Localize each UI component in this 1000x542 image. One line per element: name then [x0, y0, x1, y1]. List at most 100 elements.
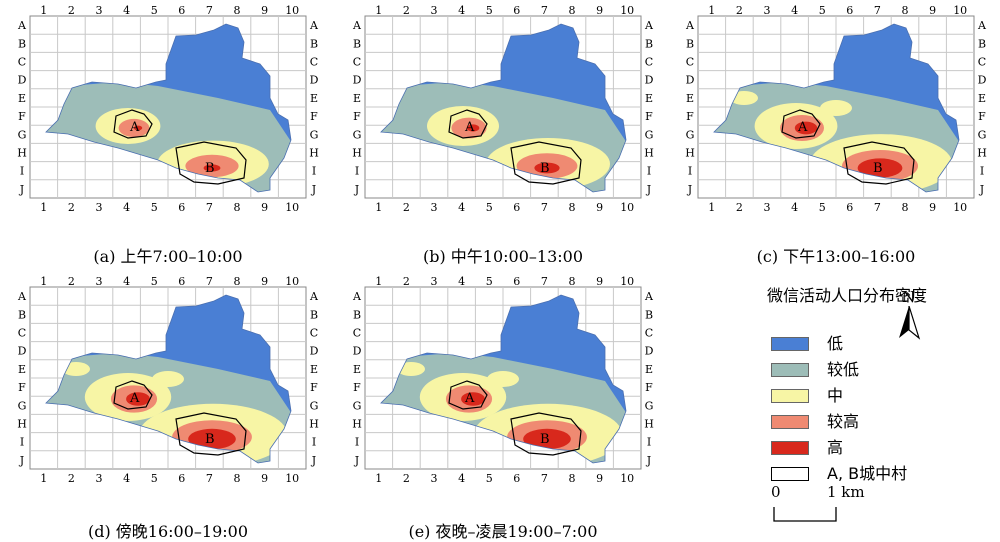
- grid-row-label: I: [312, 165, 316, 178]
- grid-col-label: 1: [708, 201, 715, 214]
- village-b-outline: [175, 141, 247, 185]
- map-panel-c: A B 1 1 2 2 3 3 4 4 5 5 6 6 7 7 8 8 9 9 10 10 A A B B C C D D E E F F G G H H…: [676, 2, 996, 214]
- grid-row-label: F: [310, 381, 318, 394]
- grid-row-label: J: [979, 183, 984, 196]
- north-label: N: [902, 288, 916, 306]
- grid-col-label: 9: [261, 472, 268, 485]
- density-high-b: [534, 162, 560, 174]
- legend-swatch-low: [771, 337, 809, 351]
- grid-col-label: 3: [96, 4, 103, 17]
- grid-row-label: J: [311, 183, 316, 196]
- grid-col-label: 8: [569, 201, 576, 214]
- grid-row-label: I: [312, 436, 316, 449]
- village-a-label: A: [129, 120, 140, 135]
- grid-col-label: 10: [620, 4, 634, 17]
- district-outline: [45, 23, 292, 193]
- village-a-label: A: [464, 391, 475, 406]
- grid-row-label: G: [18, 128, 27, 141]
- legend-label-high: 高: [827, 438, 844, 457]
- grid-row-label: E: [310, 363, 318, 376]
- legend-swatch-lower: [771, 363, 809, 377]
- density-layers: [46, 24, 291, 192]
- grid-row-label: C: [18, 327, 26, 340]
- grid-col-label: 7: [541, 472, 548, 485]
- grid-row-label: F: [645, 381, 653, 394]
- caption-panel-c: (c) 下午13:00–16:00: [756, 247, 916, 266]
- grid-row-label: E: [310, 92, 318, 105]
- grid-row-label: F: [18, 381, 26, 394]
- grid-row-label: D: [18, 345, 27, 358]
- grid-row-label: I: [647, 165, 651, 178]
- village-a-outline: [113, 109, 153, 139]
- density-medium-patch: [487, 371, 519, 387]
- grid-col-label: 3: [96, 275, 103, 288]
- grid-row-label: F: [686, 110, 694, 123]
- grid-col-label: 3: [764, 201, 771, 214]
- grid-row-label: J: [646, 183, 651, 196]
- village-b-label: B: [205, 432, 215, 447]
- grid-row-label: J: [687, 183, 692, 196]
- grid-col-label: 3: [764, 4, 771, 17]
- grid-col-label: 4: [458, 275, 465, 288]
- grid-row-label: G: [645, 128, 654, 141]
- grid-row-label: A: [17, 19, 27, 32]
- grid-row-label: J: [311, 454, 316, 467]
- grid-row-label: H: [685, 147, 695, 160]
- grid-row-label: G: [310, 399, 319, 412]
- grid-col-label: 4: [458, 472, 465, 485]
- grid-col-label: 2: [403, 275, 410, 288]
- legend-label-low: 低: [827, 334, 844, 353]
- grid-col-label: 8: [234, 4, 241, 17]
- grid-row-label: F: [645, 110, 653, 123]
- grid-col-label: 6: [513, 275, 520, 288]
- caption-panel-e: (e) 夜晚–凌晨19:00–7:00: [408, 522, 598, 541]
- grid-row-label: E: [18, 92, 26, 105]
- grid-col-label: 9: [929, 4, 936, 17]
- grid-col-label: 4: [458, 4, 465, 17]
- grid-col-label: 9: [261, 275, 268, 288]
- grid-col-label: 1: [40, 201, 47, 214]
- grid-row-label: F: [353, 381, 361, 394]
- scale-bar-line: [773, 507, 837, 522]
- grid-row-label: C: [645, 327, 653, 340]
- grid-col-label: 3: [96, 201, 103, 214]
- grid-col-label: 1: [40, 4, 47, 17]
- map-panel-b: A B 1 1 2 2 3 3 4 4 5 5 6 6 7 7 8 8 9 9 10 10 A A B B C C D D E E F F G G H H…: [343, 2, 663, 214]
- grid-row-label: I: [355, 436, 359, 449]
- grid-col-label: 8: [234, 201, 241, 214]
- grid-row-label: I: [20, 165, 24, 178]
- density-high-a: [133, 125, 143, 131]
- map-panel-e: A B 1 1 2 2 3 3 4 4 5 5 6 6 7 7 8 8 9 9 10 10 A A B B C C D D E E F F G G H H…: [343, 273, 663, 485]
- grid-col-label: 7: [541, 275, 548, 288]
- grid-col-label: 6: [846, 201, 853, 214]
- grid-col-label: 10: [285, 275, 299, 288]
- grid-col-label: 10: [620, 201, 634, 214]
- legend: 微信活动人口分布密度 低 较低 中 较高 高 A, B城中村: [757, 285, 997, 525]
- grid-row-label: H: [309, 418, 319, 431]
- grid-row-label: F: [310, 110, 318, 123]
- legend-swatch-village: [771, 467, 809, 481]
- grid-col-label: 1: [375, 275, 382, 288]
- grid-row-label: C: [18, 56, 26, 69]
- grid-row-label: B: [353, 308, 361, 321]
- grid-col-label: 7: [541, 4, 548, 17]
- grid-col-label: 9: [261, 4, 268, 17]
- grid-col-label: 5: [486, 472, 493, 485]
- scale-bar: 0 1 km: [771, 485, 871, 525]
- grid-row-label: C: [645, 56, 653, 69]
- grid-row-label: E: [18, 363, 26, 376]
- grid-row-label: B: [310, 308, 318, 321]
- grid-row-label: D: [978, 74, 987, 87]
- density-high-a: [461, 392, 485, 406]
- grid-col-label: 9: [596, 4, 603, 17]
- caption-panel-a: (a) 上午7:00–10:00: [93, 247, 243, 266]
- grid-col-label: 4: [123, 472, 130, 485]
- grid-row-label: A: [309, 290, 319, 303]
- grid-col-label: 2: [736, 4, 743, 17]
- grid-col-label: 5: [486, 275, 493, 288]
- density-high-a: [466, 124, 480, 132]
- grid-col-label: 6: [178, 4, 185, 17]
- grid-row-label: H: [17, 147, 27, 160]
- village-a-label: A: [464, 120, 475, 135]
